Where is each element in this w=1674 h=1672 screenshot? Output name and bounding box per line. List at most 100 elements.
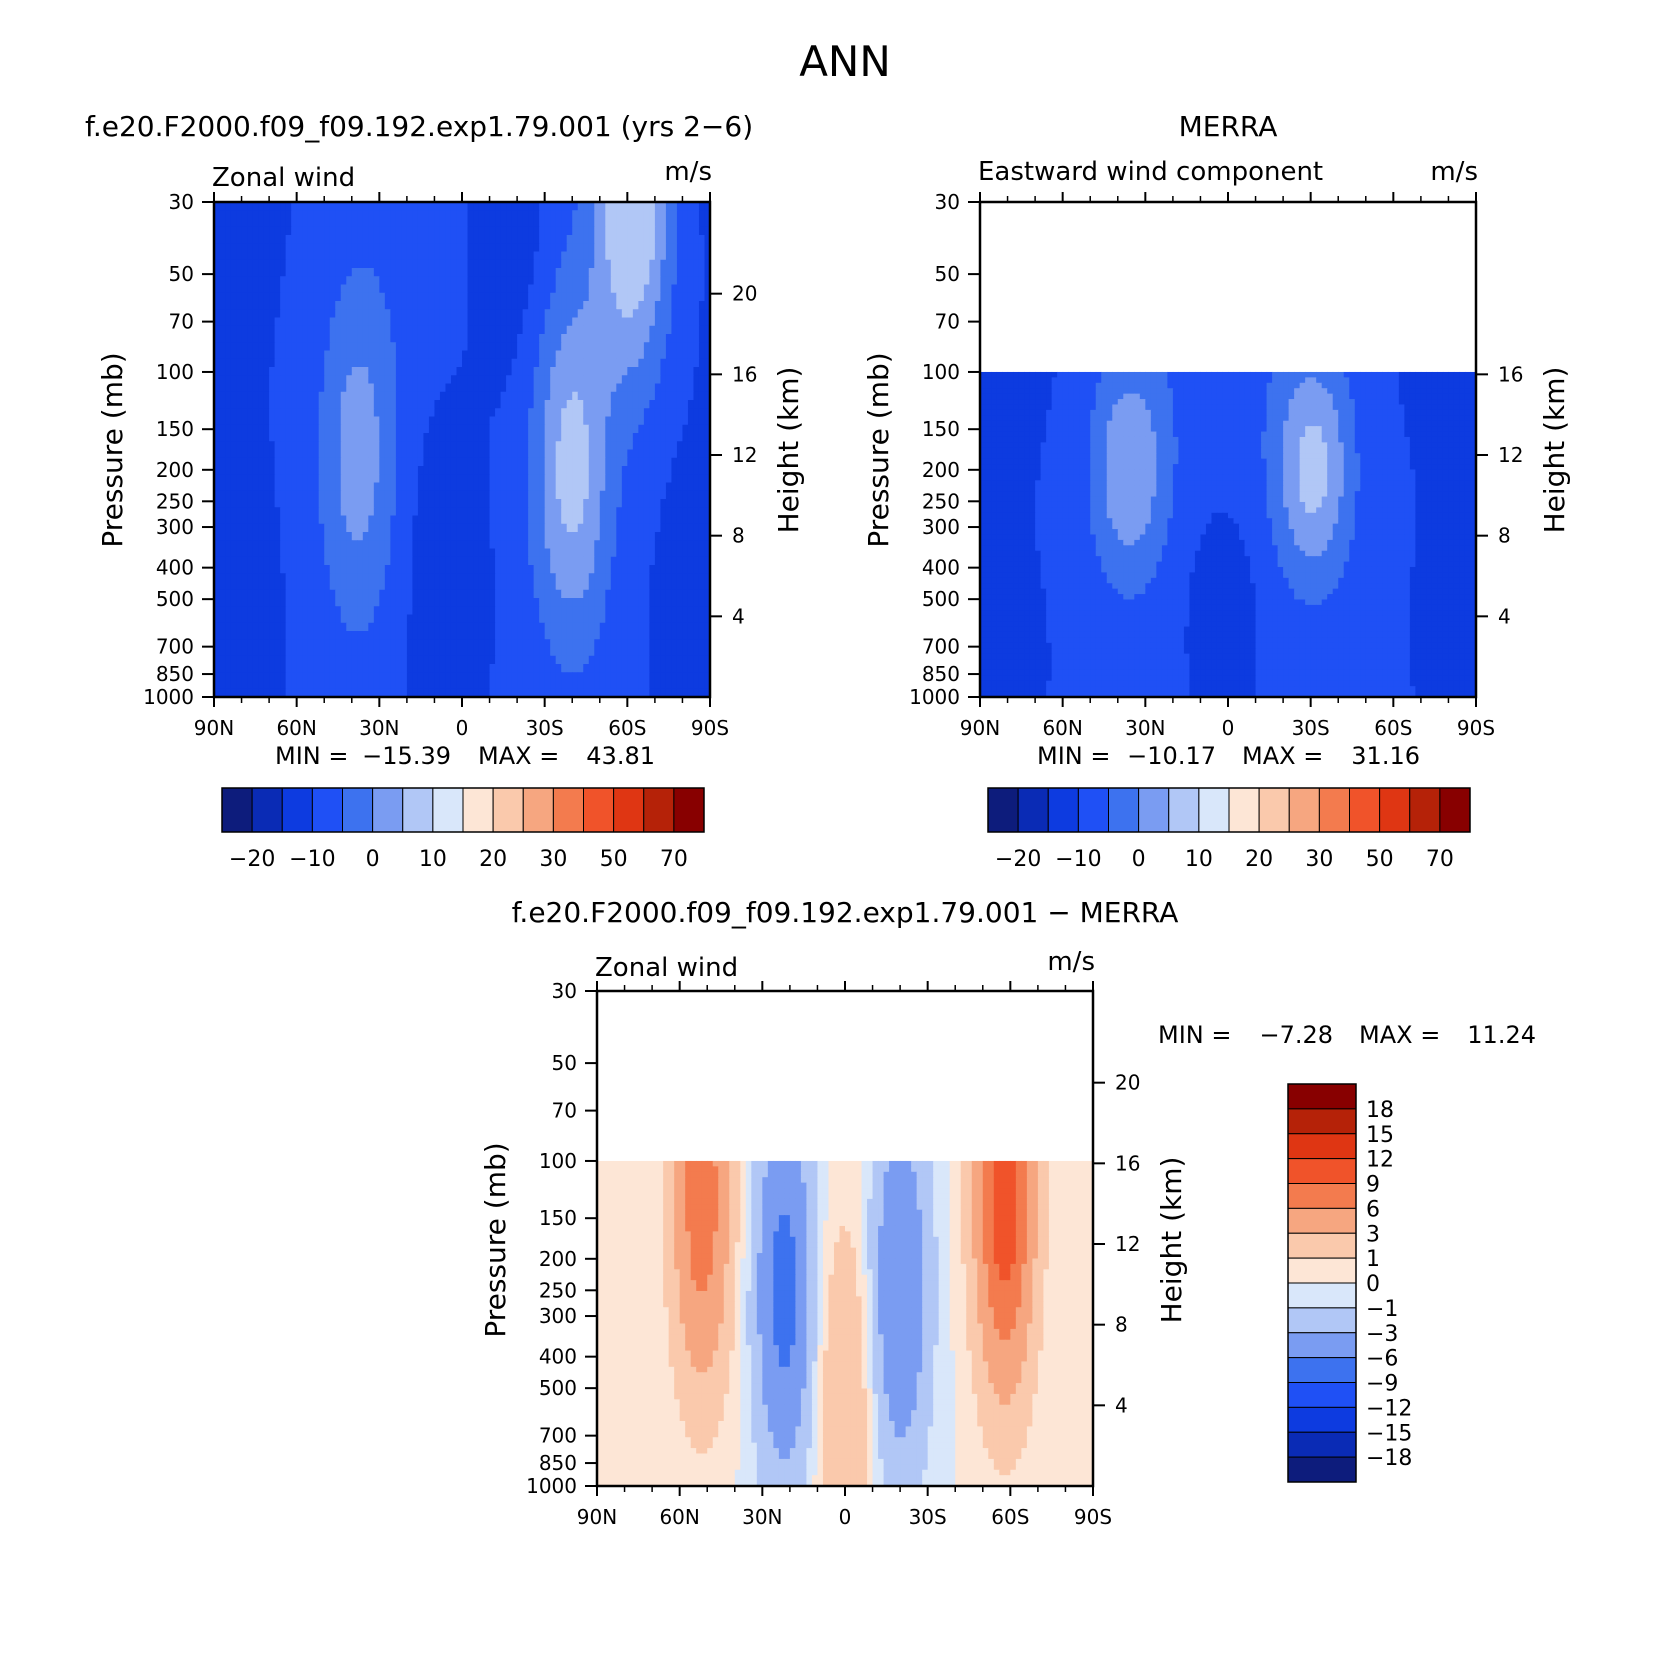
contour-cell [693, 441, 700, 451]
contour-cell [550, 490, 557, 500]
contour-cell [412, 532, 419, 541]
contour-cell [434, 622, 441, 632]
contour-cell [528, 210, 535, 220]
contour-cell [307, 655, 314, 665]
contour-cell [280, 210, 287, 220]
contour-cell [428, 292, 436, 302]
contour-cell [643, 466, 650, 475]
contour-cell [395, 259, 402, 269]
contour-cell [599, 540, 606, 550]
contour-cell [258, 391, 265, 401]
contour-cell [439, 556, 447, 566]
contour-cell [329, 317, 336, 327]
contour-cell [329, 457, 336, 467]
contour-cell [687, 416, 695, 426]
contour-cell [269, 325, 276, 335]
contour-cell [489, 202, 496, 211]
contour-cell [346, 548, 353, 558]
contour-cell [412, 598, 419, 607]
contour-cell [511, 325, 518, 335]
contour-cell [302, 449, 309, 459]
contour-cell [632, 334, 639, 343]
contour-cell [445, 292, 452, 302]
contour-cell [456, 367, 463, 376]
contour-cell [517, 622, 524, 632]
contour-cell [296, 639, 303, 649]
contour-cell [517, 507, 524, 517]
contour-cell [428, 466, 436, 475]
contour-cell [577, 631, 584, 640]
contour-cell [390, 606, 397, 616]
contour-cell [252, 202, 259, 211]
contour-cell [280, 482, 287, 492]
contour-cell [379, 259, 386, 269]
contour-cell [368, 375, 375, 385]
contour-cell [258, 631, 265, 640]
contour-cell [269, 433, 276, 442]
contour-cell [362, 202, 369, 211]
contour-cell [610, 424, 617, 434]
contour-cell [484, 523, 491, 533]
contour-cell [434, 334, 441, 343]
contour-cell [406, 598, 413, 607]
contour-cell [572, 457, 579, 467]
contour-cell [401, 548, 408, 558]
contour-cell [390, 350, 397, 360]
contour-cell [583, 358, 590, 368]
contour-cell [417, 556, 425, 566]
contour-cell [671, 573, 678, 583]
contour-cell [621, 457, 628, 467]
contour-cell [550, 342, 557, 352]
contour-cell [373, 540, 380, 550]
contour-cell [665, 540, 673, 550]
contour-cell [511, 375, 518, 385]
contour-cell [225, 325, 232, 335]
contour-cell [577, 243, 584, 253]
contour-cell [291, 367, 298, 376]
contour-cell [682, 598, 689, 607]
contour-cell [599, 210, 606, 220]
contour-cell [583, 226, 590, 236]
contour-cell [599, 383, 606, 393]
contour-cell [318, 548, 325, 558]
contour-cell [318, 523, 325, 533]
contour-cell [572, 466, 579, 475]
contour-cell [258, 573, 265, 583]
contour-cell [698, 466, 706, 475]
contour-cell [379, 235, 386, 244]
contour-cell [412, 622, 419, 632]
contour-cell [302, 259, 309, 269]
contour-cell [632, 466, 639, 475]
contour-cell [572, 515, 579, 525]
contour-cell [517, 243, 524, 253]
contour-cell [368, 292, 375, 302]
contour-cell [269, 243, 276, 253]
contour-cell [555, 218, 562, 228]
contour-cell [329, 466, 336, 475]
contour-cell [230, 243, 237, 253]
contour-cell [340, 391, 347, 401]
contour-cell [219, 573, 226, 583]
contour-cell [555, 424, 562, 434]
contour-cell [329, 284, 336, 294]
contour-cell [528, 276, 535, 286]
contour-cell [280, 375, 287, 385]
contour-cell [274, 433, 281, 442]
contour-cell [313, 565, 320, 574]
contour-cell [473, 631, 480, 640]
contour-cell [428, 309, 436, 319]
contour-cell [439, 631, 447, 640]
contour-cell [252, 614, 259, 624]
contour-cell [473, 284, 480, 294]
contour-cell [572, 243, 579, 253]
contour-cell [302, 499, 309, 508]
contour-cell [247, 433, 254, 442]
contour-cell [445, 606, 452, 616]
contour-cell [445, 589, 452, 599]
contour-cell [252, 655, 259, 665]
contour-cell [219, 268, 226, 277]
contour-cell [362, 309, 369, 319]
contour-cell [555, 490, 562, 500]
contour-cell [605, 251, 612, 261]
contour-cell [572, 383, 579, 393]
